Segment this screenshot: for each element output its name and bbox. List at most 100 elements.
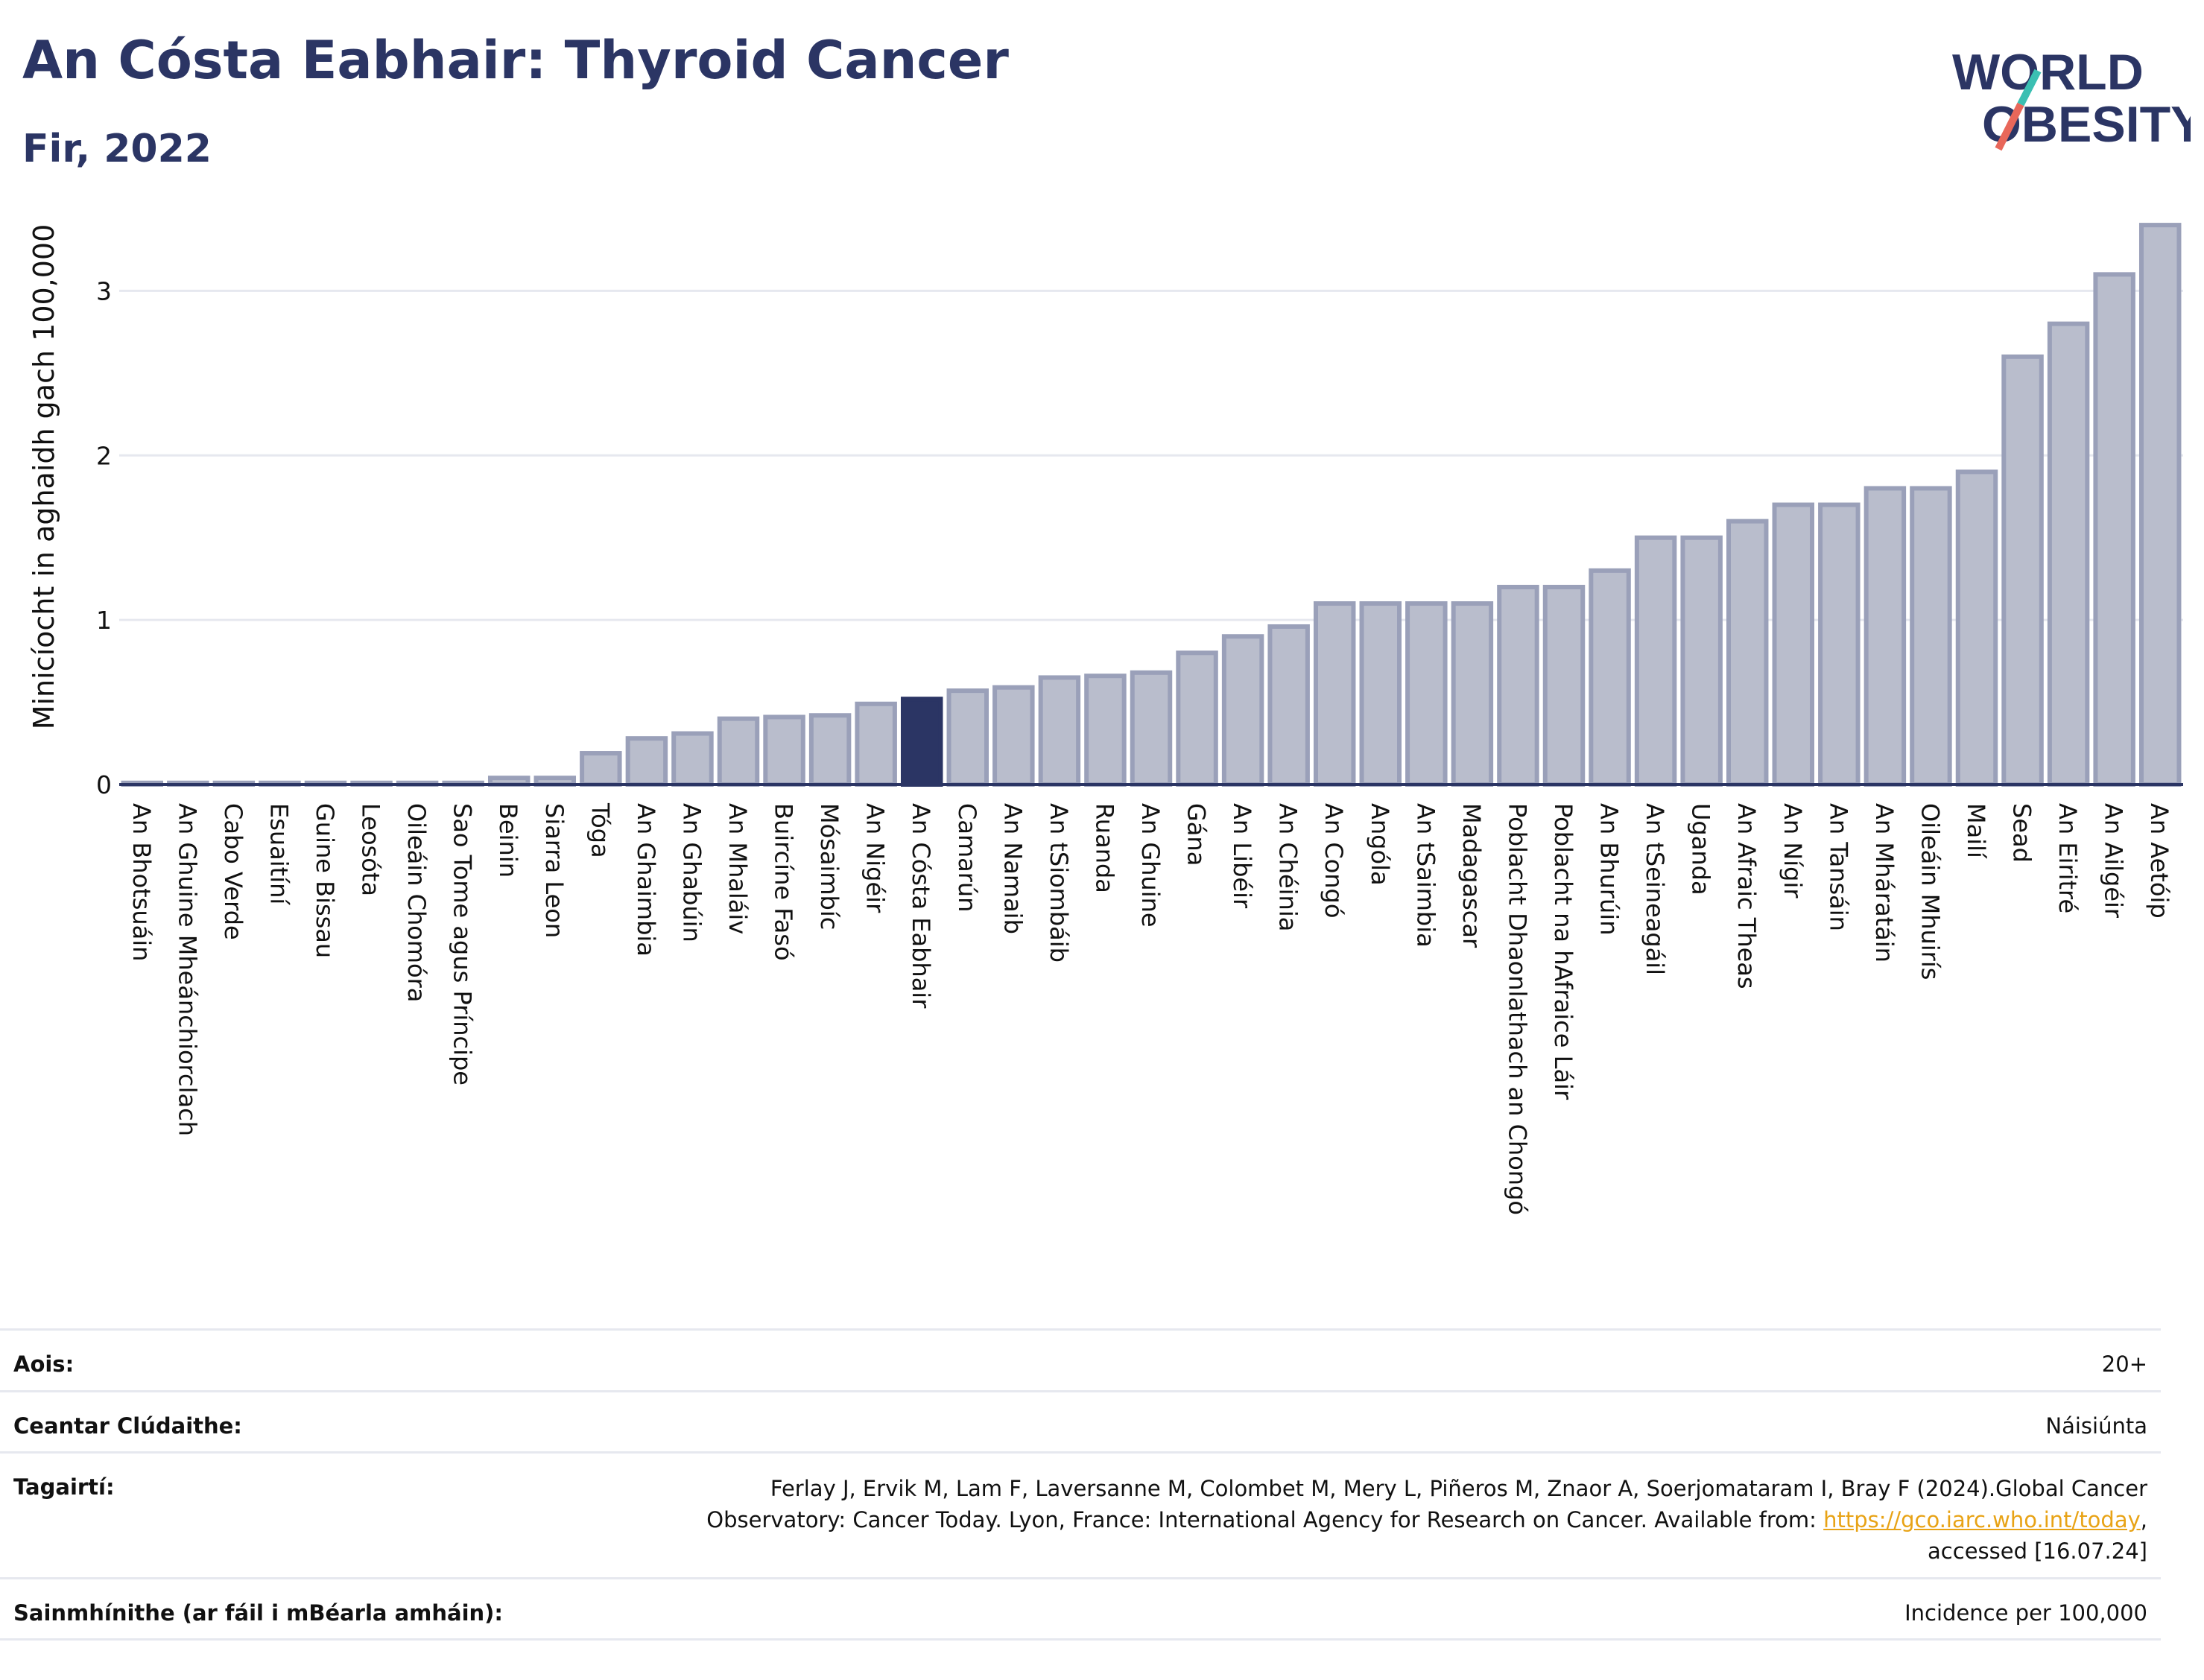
y-tick-label: 3 xyxy=(96,276,112,305)
x-tick-label: Mailí xyxy=(1962,803,1990,859)
world-obesity-logo: WORLD OBESITY xyxy=(1952,44,2191,153)
x-tick-label: An Libéir xyxy=(1228,803,1256,909)
references-link[interactable]: https://gco.iarc.who.int/today xyxy=(1823,1507,2141,1532)
references-line2: Observatory: Cancer Today. Lyon, France:… xyxy=(706,1504,2147,1535)
bar xyxy=(1680,535,1723,787)
x-tick-label: Tóga xyxy=(586,802,614,858)
bar xyxy=(992,685,1035,787)
references-line1: Ferlay J, Ervik M, Lam F, Laversanne M, … xyxy=(770,1476,2147,1501)
bar xyxy=(1176,650,1218,787)
x-tick-label: Beinin xyxy=(494,803,522,878)
x-tick-label: An Ghuine Mheánchiorclach xyxy=(173,803,201,1136)
references-line2-text: Observatory: Cancer Today. Lyon, France:… xyxy=(706,1507,1824,1532)
bar xyxy=(1955,469,1998,787)
x-tick-label: An tSaimbia xyxy=(1411,803,1440,948)
logo-line1: WORLD xyxy=(1952,44,2144,101)
x-tick-label: An Bhotsuáin xyxy=(127,803,156,961)
bar xyxy=(671,731,714,787)
bar xyxy=(580,751,622,787)
bar xyxy=(855,701,897,787)
x-tick-label: Sead xyxy=(2008,803,2036,863)
page-title: An Cósta Eabhair: Thyroid Cancer xyxy=(22,30,1009,91)
x-tick-label: Oileáin Mhuirís xyxy=(1916,803,1944,980)
x-tick-label: An Afraic Theas xyxy=(1732,803,1761,989)
info-row-age: Aois: 20+ xyxy=(0,1328,2161,1390)
bar xyxy=(717,716,760,787)
bar-highlighted xyxy=(900,697,943,787)
bar xyxy=(1910,486,1952,787)
y-tick-labels: 0 1 2 3 xyxy=(96,276,112,799)
x-tick-label: Leosóta xyxy=(357,803,385,896)
bar xyxy=(1634,535,1677,787)
x-tick-label: Camarún xyxy=(953,803,981,912)
x-tick-label: Gána xyxy=(1182,803,1211,866)
bar xyxy=(1084,673,1127,787)
x-tick-label: Guine Bissau xyxy=(311,803,339,958)
bar xyxy=(1772,502,1815,787)
x-tick-label: An Cósta Eabhair xyxy=(907,803,935,1009)
x-tick-label: Cabo Verde xyxy=(219,803,247,940)
x-tick-label: An Ghaimbia xyxy=(632,803,660,957)
references-text: Ferlay J, Ervik M, Lam F, Laversanne M, … xyxy=(706,1473,2147,1567)
definitions-value: Incidence per 100,000 xyxy=(1904,1600,2147,1626)
area-label: Ceantar Clúdaithe: xyxy=(13,1413,242,1439)
bar xyxy=(1221,634,1264,787)
bar xyxy=(1863,486,1907,787)
x-tick-label: An Ghabúin xyxy=(677,803,706,942)
bar xyxy=(2093,272,2135,787)
x-tick-label: An Nígir xyxy=(1779,803,1807,898)
x-tick-label: Oileáin Chomóra xyxy=(402,803,431,1002)
bar xyxy=(1589,568,1631,787)
x-tick-label: An Mhaláiv xyxy=(723,803,752,934)
x-tick-label: Poblacht na hAfraice Láir xyxy=(1549,803,1577,1100)
x-tick-label: An Mháratáin xyxy=(1870,803,1899,963)
bar xyxy=(1726,519,1769,787)
y-tick-label: 0 xyxy=(96,770,112,799)
bar xyxy=(625,736,668,787)
page-subtitle: Fir, 2022 xyxy=(22,127,212,171)
logo-slash-coral xyxy=(1995,102,2024,151)
bar xyxy=(1542,584,1586,787)
x-tick-label: Angóla xyxy=(1366,803,1394,886)
x-tick-label: An Congó xyxy=(1320,803,1348,918)
bar xyxy=(2047,321,2090,787)
x-tick-label: Siarra Leon xyxy=(540,803,569,938)
definitions-label: Sainmhínithe (ar fáil i mBéarla amháin): xyxy=(13,1600,504,1626)
x-tick-label: Uganda xyxy=(1687,803,1715,896)
x-tick-label: An Tansáin xyxy=(1824,803,1852,931)
bar-chart: 0 1 2 3 An Bhotsuáin An Ghuine Mheánchiorcla… xyxy=(28,223,2183,1215)
x-tick-label: An tSeineagáil xyxy=(1641,803,1669,975)
x-tick-labels: An Bhotsuáin An Ghuine Mheánchiorclach Cab… xyxy=(127,802,2173,1215)
info-row-definitions: Sainmhínithe (ar fáil i mBéarla amháin):… xyxy=(0,1577,2161,1639)
bar xyxy=(1497,584,1539,787)
info-row-area: Ceantar Clúdaithe: Náisiúnta xyxy=(0,1390,2161,1452)
age-label: Aois: xyxy=(13,1351,75,1377)
bar xyxy=(808,713,852,787)
bar xyxy=(1130,670,1173,787)
references-label: Tagairtí: xyxy=(13,1474,115,1500)
x-tick-label: Mósaimbíc xyxy=(815,803,843,930)
info-bottom-border xyxy=(0,1638,2161,1641)
x-tick-label: An tSiombáib xyxy=(1045,803,1073,963)
x-tick-label: An Ailgéir xyxy=(2100,803,2128,919)
x-tick-label: An Chéinia xyxy=(1274,803,1302,931)
area-value: Náisiúnta xyxy=(2045,1413,2147,1439)
x-tick-label: An Namaib xyxy=(998,803,1027,934)
x-tick-label: An Aetóip xyxy=(2145,803,2173,919)
x-tick-label: An Bhurúin xyxy=(1595,803,1624,935)
logo-slash-teal xyxy=(2017,69,2042,107)
x-tick-label: An Nigéir xyxy=(861,803,890,913)
bar xyxy=(1359,601,1402,787)
bar xyxy=(1451,601,1494,787)
bar xyxy=(946,688,989,787)
y-axis-label: Minicíocht in aghaidh gach 100,000 xyxy=(28,224,60,730)
age-value: 20+ xyxy=(2101,1351,2147,1377)
bar xyxy=(763,714,805,787)
x-tick-label: Sao Tome agus Príncipe xyxy=(449,803,477,1085)
x-tick-label: An Eiritré xyxy=(2053,803,2082,913)
x-tick-label: Poblacht Dhaonlathach an Chongó xyxy=(1503,803,1531,1215)
x-tick-label: Madagascar xyxy=(1457,803,1486,948)
x-tick-label: Esuaitíní xyxy=(265,803,293,905)
bars xyxy=(121,223,2182,787)
bar xyxy=(2001,354,2044,787)
